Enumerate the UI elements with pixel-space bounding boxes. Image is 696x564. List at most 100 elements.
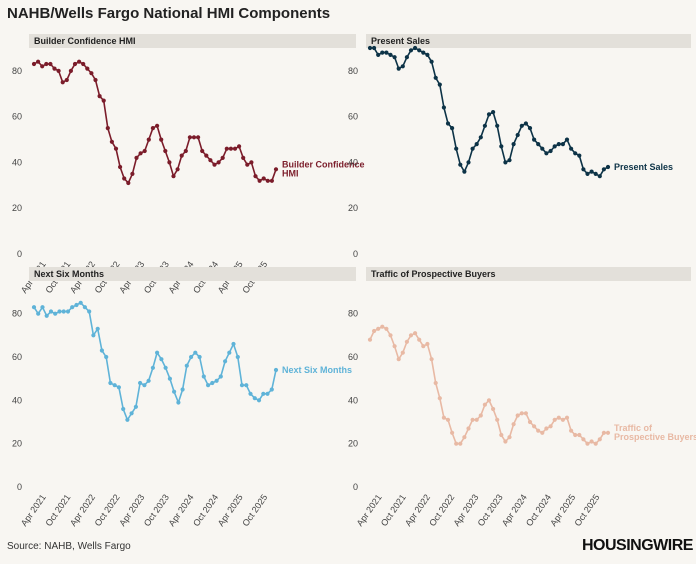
y-tick-label: 20 (12, 439, 22, 449)
data-point (577, 432, 582, 438)
data-point (257, 178, 262, 183)
data-point (384, 50, 389, 55)
data-point (212, 162, 217, 167)
data-point (70, 305, 75, 310)
data-point (605, 164, 611, 170)
data-point (544, 426, 549, 431)
data-point (408, 48, 414, 53)
data-point (466, 426, 471, 431)
data-point (482, 123, 487, 128)
data-point (429, 59, 434, 64)
data-point (77, 59, 82, 64)
data-point (470, 146, 475, 151)
data-point (396, 66, 401, 71)
data-point (478, 413, 483, 418)
series-end-label: Builder Confidence HMI (282, 159, 365, 178)
data-point (417, 337, 422, 342)
data-point (189, 354, 194, 360)
data-point (585, 441, 590, 446)
data-point (519, 411, 524, 416)
data-point (118, 164, 123, 170)
y-tick-label: 60 (348, 112, 358, 122)
y-tick-label: 80 (348, 309, 358, 319)
data-point (454, 146, 459, 151)
data-point (273, 167, 279, 172)
data-point (548, 148, 553, 154)
panel-header-band (366, 267, 691, 281)
data-point (564, 137, 570, 142)
data-point (556, 142, 561, 147)
data-point (208, 158, 213, 163)
data-point (245, 162, 250, 167)
data-point (404, 339, 409, 344)
data-point (167, 376, 172, 381)
data-point (201, 374, 206, 379)
data-point (249, 160, 254, 165)
data-point (48, 309, 54, 314)
data-point (74, 302, 79, 308)
y-tick-label: 20 (12, 203, 22, 213)
data-point (376, 326, 381, 331)
data-point (175, 167, 180, 172)
data-point (113, 146, 119, 151)
data-point (231, 341, 236, 347)
data-point (31, 61, 37, 67)
data-point (396, 357, 401, 362)
data-point (425, 341, 430, 347)
data-point (400, 64, 405, 69)
data-point (367, 337, 373, 342)
data-point (404, 55, 409, 60)
data-point (87, 309, 92, 314)
data-point (532, 424, 537, 429)
data-point (261, 391, 266, 396)
data-point (228, 146, 233, 151)
data-point (597, 174, 602, 179)
data-point (421, 344, 426, 349)
data-point (138, 151, 143, 156)
data-point (421, 50, 426, 55)
data-point (108, 380, 113, 386)
data-point (235, 354, 240, 360)
data-point (253, 174, 258, 179)
data-point (569, 146, 574, 151)
data-point (129, 411, 134, 416)
data-point (64, 77, 69, 83)
series-line (33, 301, 277, 422)
data-point (458, 162, 463, 167)
series-end-label: Present Sales (614, 162, 673, 172)
data-point (392, 55, 397, 60)
data-point (503, 439, 508, 444)
data-point (184, 363, 189, 368)
data-point (372, 328, 377, 334)
data-point (519, 123, 524, 128)
data-point (589, 439, 594, 444)
data-point (163, 365, 168, 370)
data-point (605, 430, 611, 435)
data-point (36, 59, 41, 64)
data-point (78, 300, 83, 305)
data-point (223, 359, 228, 364)
data-point (515, 413, 520, 418)
data-point (400, 350, 405, 355)
y-tick-label: 0 (17, 482, 22, 492)
data-point (450, 126, 455, 131)
data-point (134, 155, 139, 160)
data-point (40, 64, 45, 69)
data-point (89, 71, 94, 76)
data-point (601, 430, 607, 435)
data-point (210, 380, 215, 386)
data-point (125, 417, 130, 422)
data-point (150, 126, 155, 131)
data-point (573, 151, 578, 156)
data-point (593, 441, 598, 446)
series-end-label: Next Six Months (282, 365, 352, 375)
data-point (142, 148, 147, 154)
data-point (552, 417, 557, 422)
data-point (441, 415, 446, 420)
data-point (48, 61, 53, 67)
data-point (560, 417, 566, 422)
data-point (261, 176, 266, 181)
data-point (105, 126, 110, 131)
data-point (413, 45, 418, 51)
data-point (585, 171, 590, 176)
